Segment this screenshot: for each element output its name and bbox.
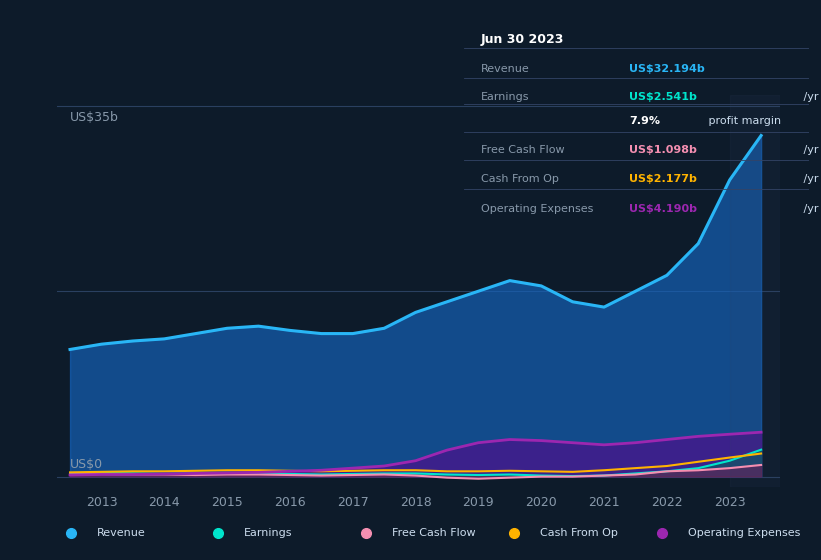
- Text: Earnings: Earnings: [245, 529, 293, 538]
- Text: Cash From Op: Cash From Op: [540, 529, 617, 538]
- Text: US$4.190b: US$4.190b: [630, 204, 697, 214]
- Text: Revenue: Revenue: [481, 64, 530, 74]
- Text: /yr: /yr: [800, 92, 819, 102]
- Text: /yr: /yr: [800, 145, 819, 155]
- Text: Operating Expenses: Operating Expenses: [481, 204, 594, 214]
- Text: /yr: /yr: [800, 174, 819, 184]
- Text: US$0: US$0: [70, 458, 103, 472]
- Text: 7.9%: 7.9%: [630, 116, 660, 126]
- Text: US$35b: US$35b: [70, 111, 119, 124]
- Text: /yr: /yr: [819, 64, 821, 74]
- Text: Free Cash Flow: Free Cash Flow: [481, 145, 565, 155]
- Text: /yr: /yr: [800, 204, 819, 214]
- Text: US$1.098b: US$1.098b: [630, 145, 697, 155]
- Text: Revenue: Revenue: [97, 529, 145, 538]
- Text: US$2.177b: US$2.177b: [630, 174, 697, 184]
- Text: US$32.194b: US$32.194b: [630, 64, 705, 74]
- Text: US$2.541b: US$2.541b: [630, 92, 697, 102]
- Bar: [730, 95, 780, 487]
- Text: Cash From Op: Cash From Op: [481, 174, 559, 184]
- Text: profit margin: profit margin: [705, 116, 782, 126]
- Text: Free Cash Flow: Free Cash Flow: [392, 529, 475, 538]
- Text: Earnings: Earnings: [481, 92, 530, 102]
- Text: Operating Expenses: Operating Expenses: [688, 529, 800, 538]
- Text: Jun 30 2023: Jun 30 2023: [481, 33, 565, 46]
